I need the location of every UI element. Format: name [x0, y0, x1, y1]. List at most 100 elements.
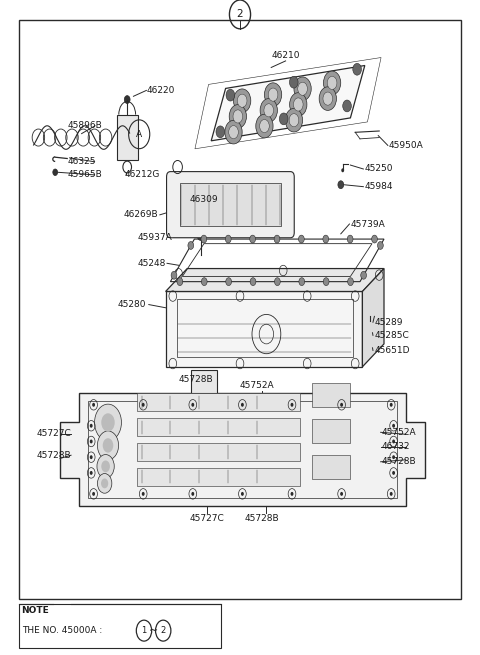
Circle shape [188, 242, 194, 250]
Circle shape [274, 235, 280, 243]
Circle shape [289, 93, 307, 116]
Circle shape [285, 109, 302, 132]
Circle shape [390, 403, 393, 407]
Circle shape [343, 100, 351, 112]
Circle shape [260, 98, 277, 122]
Text: 45728B: 45728B [244, 514, 279, 523]
Polygon shape [166, 291, 362, 367]
Bar [137, 443, 300, 461]
Circle shape [229, 105, 247, 128]
Bar [180, 183, 281, 226]
Text: 2: 2 [161, 626, 166, 635]
Text: 45728B: 45728B [382, 457, 416, 466]
Text: 45896B: 45896B [67, 121, 102, 130]
Circle shape [228, 126, 238, 139]
Text: 46732: 46732 [382, 442, 410, 451]
Bar [312, 383, 350, 407]
FancyBboxPatch shape [167, 172, 294, 238]
Bar [191, 370, 217, 393]
Text: A: A [136, 130, 142, 139]
Text: 46325: 46325 [67, 157, 96, 166]
Circle shape [95, 404, 121, 441]
Text: 1: 1 [142, 626, 146, 635]
Circle shape [90, 424, 93, 428]
Text: 45728B: 45728B [36, 451, 71, 460]
Circle shape [142, 492, 144, 496]
Circle shape [390, 492, 393, 496]
Bar [177, 299, 353, 357]
Circle shape [392, 440, 395, 443]
Circle shape [360, 339, 372, 356]
Circle shape [372, 235, 377, 243]
Circle shape [392, 471, 395, 475]
Circle shape [90, 455, 93, 459]
Circle shape [192, 403, 194, 407]
Text: 46309: 46309 [190, 195, 218, 204]
Circle shape [250, 235, 255, 243]
Text: 45984: 45984 [365, 182, 393, 191]
Circle shape [392, 455, 395, 459]
Circle shape [90, 440, 93, 443]
Circle shape [299, 278, 305, 286]
Circle shape [319, 87, 336, 111]
Circle shape [367, 309, 372, 316]
Circle shape [377, 242, 383, 250]
Bar [19, 604, 221, 648]
Circle shape [362, 326, 372, 340]
Circle shape [256, 114, 273, 138]
Circle shape [201, 235, 207, 243]
Circle shape [324, 71, 341, 95]
Circle shape [53, 169, 58, 176]
Polygon shape [166, 269, 384, 291]
Circle shape [299, 235, 304, 243]
Circle shape [260, 119, 269, 132]
Circle shape [92, 403, 95, 407]
Circle shape [241, 492, 244, 496]
Circle shape [192, 492, 194, 496]
Circle shape [250, 278, 256, 286]
Circle shape [363, 344, 369, 352]
Circle shape [197, 231, 204, 240]
Text: 45250: 45250 [365, 164, 393, 174]
Bar [117, 115, 138, 160]
Bar [137, 468, 300, 486]
Circle shape [264, 103, 274, 117]
Text: 45651D: 45651D [374, 346, 410, 355]
Circle shape [226, 278, 231, 286]
Circle shape [340, 403, 343, 407]
Circle shape [233, 110, 243, 123]
Text: 45965B: 45965B [67, 170, 102, 179]
Text: 45752A: 45752A [240, 381, 274, 390]
Circle shape [290, 403, 293, 407]
Text: 45950A: 45950A [389, 141, 423, 150]
Circle shape [90, 471, 93, 475]
Circle shape [268, 88, 278, 101]
Circle shape [323, 235, 329, 243]
Text: 46210: 46210 [271, 51, 300, 60]
Text: 45728B: 45728B [179, 375, 213, 384]
Circle shape [97, 474, 112, 493]
Circle shape [290, 492, 293, 496]
Circle shape [226, 235, 231, 243]
Circle shape [279, 113, 288, 124]
Circle shape [202, 278, 207, 286]
Text: 45248: 45248 [137, 259, 166, 268]
Bar [312, 419, 350, 443]
Text: 45937A: 45937A [138, 233, 173, 242]
Circle shape [101, 460, 110, 472]
Circle shape [142, 403, 144, 407]
Circle shape [323, 278, 329, 286]
Circle shape [237, 94, 247, 107]
Text: 46220: 46220 [146, 86, 175, 95]
Circle shape [101, 478, 108, 489]
Text: 45289: 45289 [374, 318, 403, 327]
Polygon shape [211, 66, 365, 141]
Circle shape [361, 271, 367, 279]
Circle shape [341, 168, 344, 172]
Text: 2: 2 [237, 9, 243, 20]
Circle shape [289, 114, 299, 126]
Text: 46269B: 46269B [124, 210, 158, 219]
Circle shape [92, 492, 95, 496]
Text: 45280: 45280 [118, 300, 146, 309]
Circle shape [226, 89, 235, 101]
